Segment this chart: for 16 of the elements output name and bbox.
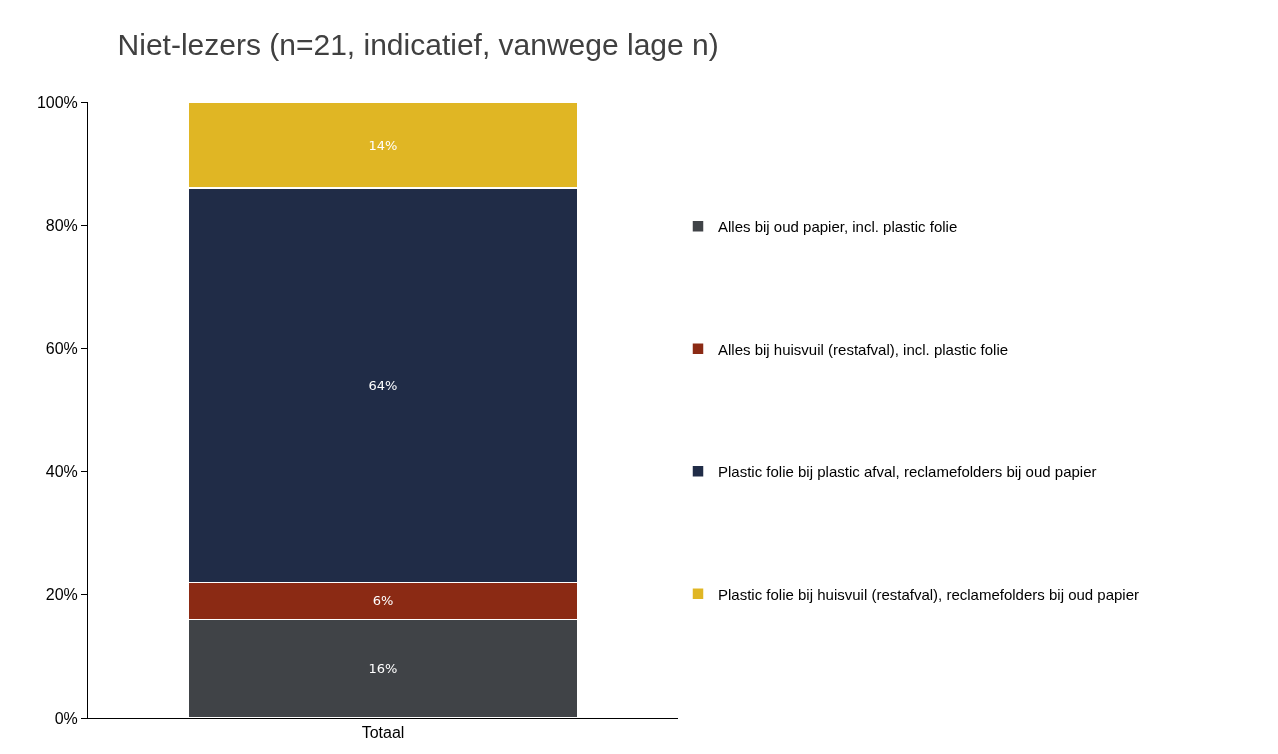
legend-label: Plastic folie bij plastic afval, reclamefolders bij oud papier [718,463,1097,481]
y-tick-label: 80% [45,216,78,234]
y-tick-label: 100% [36,93,78,111]
y-tick-label: 40% [45,463,78,481]
data-label: 64% [368,377,398,393]
data-label: 14% [368,137,398,153]
legend-label: Alles bij huisvuil (restafval), incl. plastic folie [718,340,1009,358]
chart-title: Niet-lezers (n=21, indicatief, vanwege lage n) [117,27,719,61]
y-tick-label: 60% [45,340,78,357]
x-tick-label: Totaal [361,724,405,742]
y-tick-label: 20% [45,586,78,604]
data-label: 16% [368,661,398,677]
legend-label: Alles bij oud papier, incl. plastic folie [718,218,958,236]
legend-label: Plastic folie bij huisvuil (restafval), reclamefolders bij oud papier [718,585,1140,603]
y-tick-label: 0% [54,709,78,727]
data-label: 6% [372,593,394,609]
